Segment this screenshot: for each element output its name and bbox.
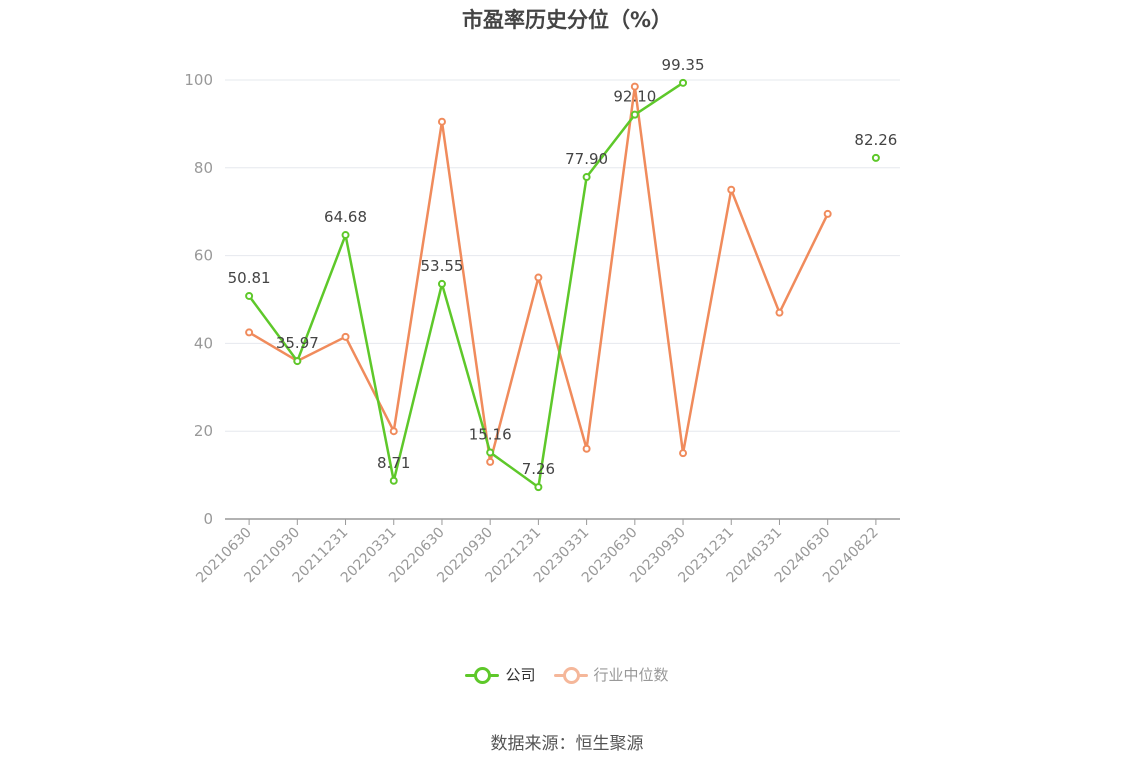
legend-industry-marker-icon bbox=[553, 666, 588, 684]
industry-point bbox=[727, 185, 736, 194]
industry-point bbox=[245, 328, 254, 337]
company-data-label: 77.90 bbox=[565, 150, 608, 168]
company-data-label: 7.26 bbox=[522, 460, 555, 478]
y-tick-label: 40 bbox=[194, 334, 213, 352]
legend-item-company[interactable]: 公司 bbox=[465, 664, 536, 685]
company-point bbox=[437, 279, 446, 288]
data-labels: 50.81 35.97 64.68 8.71 53.55 15.16 7.26 77.90 92… bbox=[228, 56, 898, 478]
company-point bbox=[293, 357, 302, 366]
industry-point bbox=[437, 117, 446, 126]
company-data-label: 53.55 bbox=[420, 257, 463, 275]
legend-item-industry[interactable]: 行业中位数 bbox=[553, 664, 669, 685]
series bbox=[245, 78, 880, 492]
company-data-label: 99.35 bbox=[662, 56, 705, 74]
industry-point bbox=[679, 449, 688, 458]
company-point bbox=[630, 110, 639, 119]
y-tick-label: 0 bbox=[203, 510, 213, 528]
legend-industry-label: 行业中位数 bbox=[593, 666, 669, 684]
legend-company-label: 公司 bbox=[505, 666, 536, 684]
industry-point bbox=[341, 332, 350, 341]
legend-company-marker-icon bbox=[465, 666, 500, 684]
data-source-note: 数据来源：恒生聚源 bbox=[490, 734, 644, 754]
company-point bbox=[341, 231, 350, 240]
industry-point bbox=[582, 444, 591, 453]
y-tick-label: 60 bbox=[194, 247, 213, 265]
company-point bbox=[871, 153, 880, 162]
company-point bbox=[486, 448, 495, 457]
company-series-line bbox=[248, 81, 684, 489]
axes: 0204060801002021063020210930202112312022… bbox=[184, 71, 900, 586]
y-tick-label: 100 bbox=[184, 71, 213, 89]
y-tick-label: 80 bbox=[194, 159, 213, 177]
company-point bbox=[582, 173, 591, 182]
y-tick-label: 20 bbox=[194, 422, 213, 440]
company-data-label: 82.26 bbox=[854, 131, 897, 149]
industry-point bbox=[775, 308, 784, 317]
grid-lines bbox=[225, 79, 900, 432]
industry-point bbox=[534, 273, 543, 282]
industry-point bbox=[486, 457, 495, 466]
company-point bbox=[534, 483, 543, 492]
industry-point bbox=[823, 209, 832, 218]
industry-point bbox=[389, 427, 398, 436]
company-point bbox=[679, 78, 688, 87]
company-data-label: 15.16 bbox=[469, 425, 512, 443]
company-data-label: 92.10 bbox=[613, 88, 656, 106]
company-data-label: 8.71 bbox=[377, 454, 410, 472]
company-point bbox=[389, 476, 398, 485]
company-data-label: 64.68 bbox=[324, 208, 367, 226]
company-data-label: 35.97 bbox=[276, 334, 319, 352]
legend: 公司 行业中位数 bbox=[0, 664, 1134, 685]
industry-point bbox=[630, 82, 639, 91]
chart-title: 市盈率历史分位（%） bbox=[461, 8, 673, 32]
company-point bbox=[245, 291, 254, 300]
company-data-label: 50.81 bbox=[228, 269, 271, 287]
